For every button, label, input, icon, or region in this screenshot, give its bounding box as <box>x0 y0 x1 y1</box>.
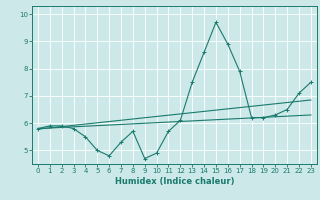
X-axis label: Humidex (Indice chaleur): Humidex (Indice chaleur) <box>115 177 234 186</box>
